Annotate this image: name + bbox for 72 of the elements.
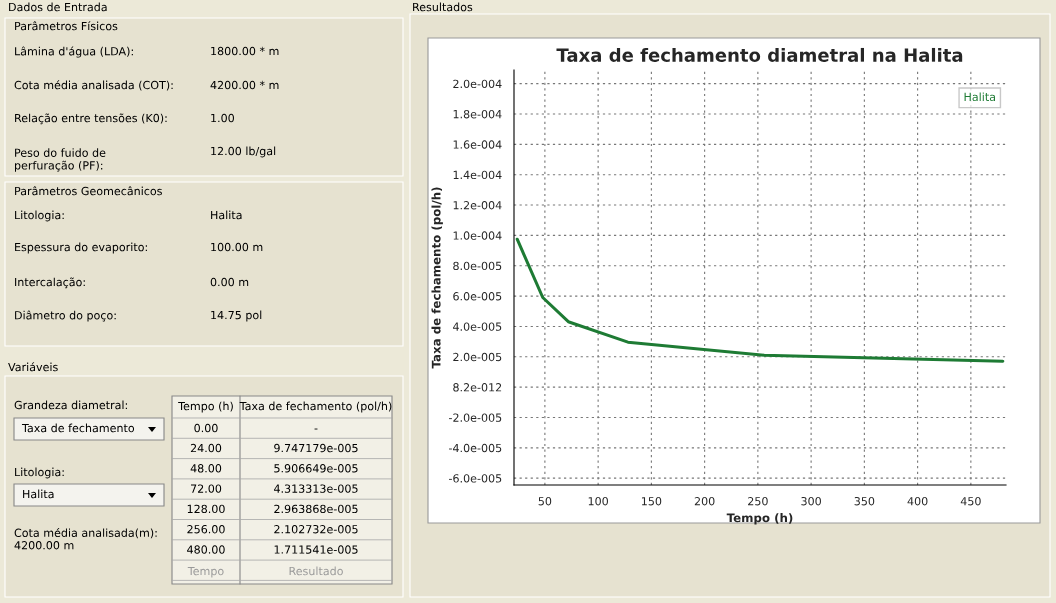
text: Tempo (h) xyxy=(178,401,233,413)
text: 4200.00 * m xyxy=(210,80,279,90)
y-axis-title: Taxa de fechamento (pol/h) xyxy=(431,187,443,369)
text: Diâmetro do poço: xyxy=(15,310,116,322)
text: Variáveis xyxy=(8,362,58,372)
text: 48.00 xyxy=(190,464,222,473)
y-tick-label: 8.2e-012 xyxy=(453,383,502,392)
y-tick-label: 4.0e-005 xyxy=(453,322,502,331)
text: Litologia: xyxy=(15,467,64,479)
text: 480.00 xyxy=(187,545,225,554)
text: Parâmetros Geomecânicos xyxy=(15,186,162,196)
x-tick-label: 350 xyxy=(854,497,875,506)
y-tick-label: 1.6e-004 xyxy=(453,140,502,149)
x-axis-title: Tempo (h) xyxy=(726,513,793,525)
text: Peso do fuido de perfuração (PF): xyxy=(15,148,106,172)
chart-title: Taxa de fechamento diametral na Halita xyxy=(556,47,963,62)
text: Intercalação: xyxy=(15,277,85,289)
text: Grandeza diametral: xyxy=(14,400,127,410)
text: Espessura do evaporito: xyxy=(15,242,147,254)
text: Relação entre tensões (K0): xyxy=(15,113,167,125)
y-tick-label: 1.0e-004 xyxy=(453,231,502,240)
y-tick-label: 1.2e-004 xyxy=(453,201,502,210)
text: 4.313313e-005 xyxy=(274,484,358,493)
text: Resultado xyxy=(289,566,343,576)
line-series xyxy=(515,237,1005,363)
text: Taxa de fechamento xyxy=(21,423,135,433)
x-tick-label: 100 xyxy=(588,497,608,506)
x-tick-label: 300 xyxy=(801,497,821,506)
x-tick-label: 450 xyxy=(960,497,981,506)
text: Lâmina d'água (LDA): xyxy=(15,46,133,58)
text: Cota média analisada (COT): xyxy=(14,80,173,91)
x-tick-label: 50 xyxy=(538,497,552,506)
text: 14.75 pol xyxy=(211,310,262,322)
text: Taxa de fechamento (pol/h) xyxy=(239,401,392,413)
text: 128.00 xyxy=(187,504,225,514)
text: 72.00 xyxy=(191,484,222,493)
x-tick-label: 400 xyxy=(907,497,928,506)
y-tick-label: 2.0e-005 xyxy=(453,352,502,362)
text: 1.711541e-005 xyxy=(274,545,358,554)
text: Halita xyxy=(23,489,54,499)
x-tick-label: 200 xyxy=(694,497,715,506)
text: 0.00 xyxy=(194,423,218,433)
y-tick-label: -6.0e-005 xyxy=(449,474,502,483)
text: 5.906649e-005 xyxy=(274,464,358,473)
text: 256.00 xyxy=(187,525,225,534)
y-tick-label: -2.0e-005 xyxy=(449,413,502,422)
x-tick-label: 250 xyxy=(748,497,768,506)
text: Tempo xyxy=(187,566,224,578)
x-tick-label: 150 xyxy=(641,497,662,506)
text: 1.00 xyxy=(211,113,234,123)
text: 12.00 lb/gal xyxy=(211,146,276,158)
text: Parâmetros Físicos xyxy=(15,21,118,31)
text: 2.102732e-005 xyxy=(274,525,358,534)
y-tick-label: 8.0e-005 xyxy=(453,261,502,271)
text: Halita xyxy=(211,210,242,220)
text: Dados de Entrada xyxy=(9,2,107,12)
y-tick-label: 2.0e-004 xyxy=(453,79,502,89)
text: 2.963868e-005 xyxy=(274,504,358,514)
y-tick-label: 1.8e-004 xyxy=(453,109,502,119)
text: Halita xyxy=(964,92,995,102)
text: Resultados xyxy=(413,2,473,12)
text: Litologia: xyxy=(15,210,64,222)
text: - xyxy=(314,428,318,430)
text: 100.00 m xyxy=(211,242,263,252)
text: 0.00 m xyxy=(210,277,249,287)
y-tick-label: 6.0e-005 xyxy=(453,292,502,301)
text: Cota média analisada(m): 4200.00 m xyxy=(14,527,157,550)
y-tick-label: 1.4e-004 xyxy=(453,170,502,180)
y-tick-label: -4.0e-005 xyxy=(449,443,502,453)
text: 24.00 xyxy=(190,443,222,453)
text: 9.747179e-005 xyxy=(274,443,358,453)
text: 1800.00 * m xyxy=(211,46,279,56)
